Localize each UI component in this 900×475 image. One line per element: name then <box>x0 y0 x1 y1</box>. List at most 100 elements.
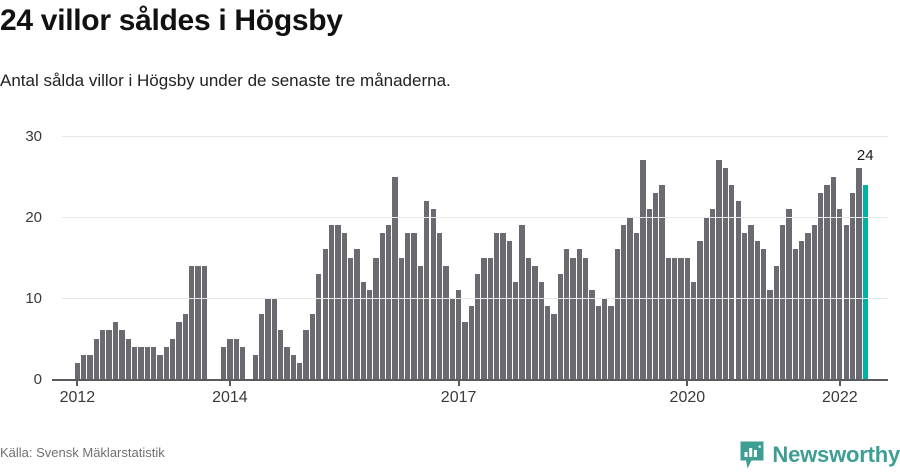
bar[interactable] <box>519 225 525 379</box>
bar[interactable] <box>271 298 277 379</box>
bar[interactable] <box>170 338 176 379</box>
bar[interactable] <box>767 289 773 379</box>
bar[interactable] <box>576 249 582 379</box>
bar[interactable] <box>112 322 119 379</box>
bar[interactable] <box>309 314 316 379</box>
bar[interactable] <box>729 184 735 379</box>
bar[interactable] <box>100 330 106 379</box>
bar[interactable] <box>525 257 532 379</box>
bar[interactable] <box>824 184 830 379</box>
bar[interactable] <box>633 233 640 379</box>
bar[interactable] <box>652 192 659 379</box>
bar[interactable] <box>500 233 506 379</box>
bar[interactable] <box>665 257 671 379</box>
bar[interactable] <box>589 289 595 379</box>
bar[interactable] <box>494 233 500 379</box>
bar[interactable] <box>678 257 684 379</box>
bar[interactable] <box>449 298 455 379</box>
bar[interactable] <box>716 160 722 379</box>
newsworthy-logo[interactable]: Newsworthy <box>739 440 900 470</box>
bar[interactable] <box>278 330 284 379</box>
bar[interactable] <box>227 338 233 379</box>
bar[interactable] <box>583 257 589 379</box>
bar[interactable] <box>462 322 468 379</box>
bar[interactable] <box>455 289 462 379</box>
bar[interactable] <box>366 289 373 379</box>
bar[interactable] <box>74 362 81 379</box>
bar[interactable] <box>398 257 405 379</box>
bar[interactable] <box>386 225 392 379</box>
bar[interactable] <box>614 249 621 379</box>
bar[interactable] <box>659 184 665 379</box>
bar[interactable] <box>81 354 87 379</box>
bar[interactable] <box>316 273 322 379</box>
bar[interactable] <box>354 249 360 379</box>
bar[interactable] <box>551 314 557 379</box>
bar[interactable] <box>424 200 430 379</box>
bar[interactable] <box>570 257 576 379</box>
bar[interactable] <box>341 233 347 379</box>
bar[interactable] <box>284 346 290 379</box>
bar[interactable] <box>347 257 354 379</box>
bar[interactable] <box>189 265 195 379</box>
bar[interactable] <box>443 265 449 379</box>
bar[interactable] <box>233 338 239 379</box>
bar[interactable] <box>811 225 818 379</box>
bar[interactable] <box>691 281 697 379</box>
bar[interactable] <box>646 208 652 379</box>
bar[interactable] <box>176 322 182 379</box>
bar[interactable] <box>405 233 411 379</box>
bar[interactable] <box>411 233 417 379</box>
bar[interactable] <box>671 257 678 379</box>
bar[interactable] <box>201 265 208 379</box>
bar[interactable] <box>475 273 481 379</box>
bar[interactable] <box>144 346 150 379</box>
bar[interactable] <box>544 306 551 379</box>
bar[interactable] <box>487 257 494 379</box>
bar[interactable] <box>532 265 538 379</box>
bar[interactable] <box>779 225 786 379</box>
bar[interactable] <box>684 257 690 379</box>
bar[interactable] <box>163 346 169 379</box>
bar[interactable] <box>697 241 703 379</box>
bar[interactable] <box>506 241 513 379</box>
bar[interactable] <box>220 346 227 379</box>
bar[interactable] <box>805 233 811 379</box>
bar[interactable] <box>818 192 824 379</box>
bar[interactable] <box>830 176 837 379</box>
bar[interactable] <box>125 338 131 379</box>
bar[interactable] <box>258 314 265 379</box>
bar[interactable] <box>481 257 487 379</box>
bar[interactable] <box>760 249 767 379</box>
bar[interactable] <box>252 354 258 379</box>
bar[interactable] <box>379 233 386 379</box>
bar[interactable] <box>417 265 424 379</box>
bar[interactable] <box>710 208 716 379</box>
bar[interactable] <box>735 200 741 379</box>
bar[interactable] <box>119 330 125 379</box>
bar-highlighted[interactable] <box>862 184 868 379</box>
bar[interactable] <box>538 281 544 379</box>
bar[interactable] <box>754 241 760 379</box>
bar[interactable] <box>239 346 246 379</box>
bar[interactable] <box>602 298 608 379</box>
bar[interactable] <box>557 273 563 379</box>
bar[interactable] <box>722 168 729 379</box>
bar[interactable] <box>837 208 843 379</box>
bar[interactable] <box>741 233 748 379</box>
bar[interactable] <box>856 168 862 379</box>
bar[interactable] <box>297 362 303 379</box>
bar[interactable] <box>792 249 799 379</box>
bar[interactable] <box>328 225 335 379</box>
bar[interactable] <box>621 225 627 379</box>
bar[interactable] <box>93 338 100 379</box>
bar[interactable] <box>138 346 144 379</box>
bar[interactable] <box>640 160 646 379</box>
bar[interactable] <box>430 208 436 379</box>
bar[interactable] <box>373 257 379 379</box>
bar[interactable] <box>468 306 474 379</box>
bar[interactable] <box>843 225 849 379</box>
bar[interactable] <box>87 354 93 379</box>
bar[interactable] <box>595 306 602 379</box>
bar[interactable] <box>608 306 614 379</box>
